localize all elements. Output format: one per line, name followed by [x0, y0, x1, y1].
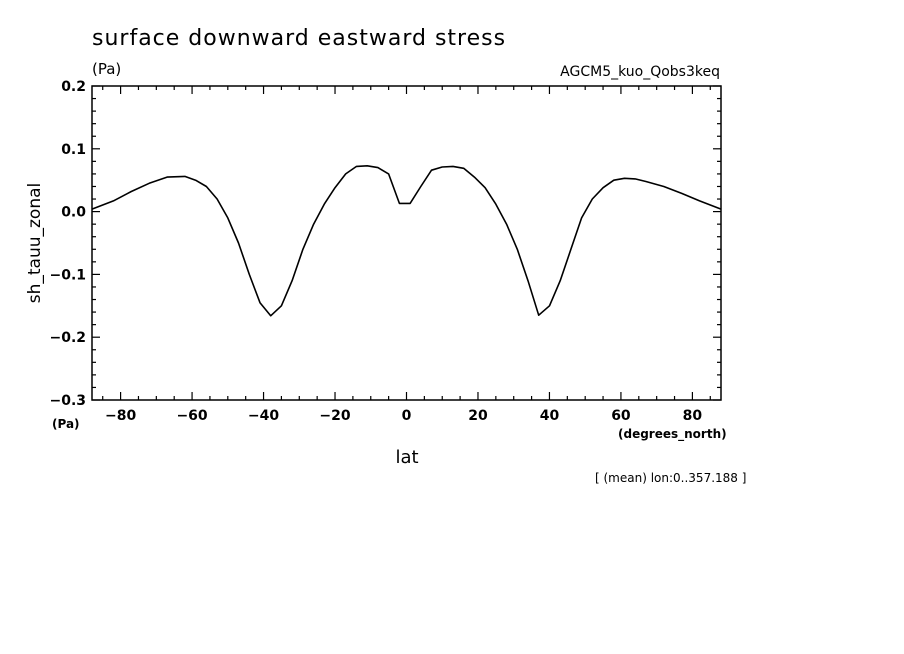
chart-units: (Pa)	[92, 60, 121, 78]
y-tick-labels: 0.2 0.1 0.0 −0.1 −0.2 −0.3	[49, 79, 86, 409]
x-tick-label: 40	[540, 408, 560, 424]
x-tick-label: −20	[319, 408, 350, 424]
x-tick-label: −80	[105, 408, 136, 424]
series-line	[91, 165, 722, 317]
x-tick-label: 80	[683, 408, 703, 424]
run-label: AGCM5_kuo_Qobs3keq	[560, 64, 720, 80]
x-axis-label: lat	[395, 447, 418, 468]
x-tick-labels: −80 −60 −40 −20 0 20 40 60 80	[105, 408, 702, 424]
x-tick-label: 20	[468, 408, 488, 424]
footnote: [ (mean) lon:0..357.188 ]	[595, 471, 746, 485]
y-tick-label: 0.0	[61, 205, 86, 221]
y-tick-label: −0.2	[49, 330, 86, 346]
x-axis-units: (degrees_north)	[618, 427, 727, 442]
y-axis-units: (Pa)	[52, 417, 80, 431]
x-tick-label: −60	[176, 408, 207, 424]
y-tick-label: 0.2	[61, 79, 86, 95]
y-axis-label: sh_tauu_zonal	[25, 183, 45, 304]
y-tick-label: 0.1	[61, 142, 86, 158]
x-tick-label: 60	[611, 408, 631, 424]
plot-frame	[91, 85, 722, 401]
chart-title: surface downward eastward stress	[92, 26, 506, 51]
y-tick-label: −0.3	[49, 393, 86, 409]
y-tick-label: −0.1	[49, 267, 86, 283]
axis-ticks	[92, 85, 721, 401]
x-tick-label: 0	[402, 408, 412, 424]
x-tick-label: −40	[248, 408, 279, 424]
